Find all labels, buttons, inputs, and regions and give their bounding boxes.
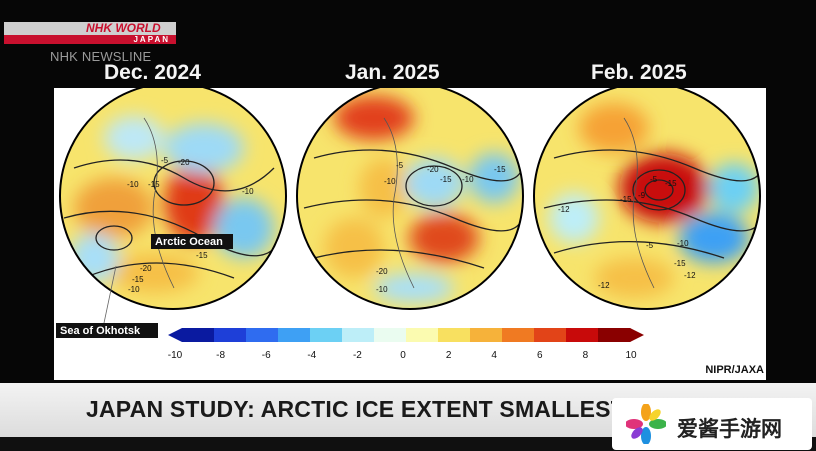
- colorbar-segment: [246, 328, 279, 342]
- colorbar-segment: [182, 328, 215, 342]
- contour-label: -20: [140, 264, 152, 273]
- okhotsk-label-bg: [56, 323, 158, 338]
- contour-label: -15: [440, 175, 452, 184]
- okhotsk-leader: [103, 265, 117, 324]
- maps-figure: -5 -20 -10 -15 -10 -15 -20 -15 -10 -5 -1…: [56, 88, 761, 361]
- colorbar-segment: [566, 328, 599, 342]
- colorbar-segment: [374, 328, 407, 342]
- contour-label: -9: [638, 191, 646, 200]
- map-title-dec: Dec. 2024: [104, 61, 201, 84]
- contour-label: -10: [376, 285, 388, 294]
- contour-label: -15: [494, 165, 506, 174]
- colorbar-tick-label: 2: [446, 350, 452, 361]
- colorbar-tick-label: 4: [491, 350, 497, 361]
- contour-label: -10: [128, 285, 140, 294]
- colorbar-segment: [214, 328, 247, 342]
- logo-top-text: NHK WORLD: [4, 22, 176, 35]
- contour-label: -15: [665, 179, 677, 188]
- colorbar-segment: [278, 328, 311, 342]
- contour-label: -20: [376, 267, 388, 276]
- contour-label: -5: [161, 156, 169, 165]
- contour-label: -10: [242, 187, 254, 196]
- contour-label: -15: [132, 275, 144, 284]
- contour-labels: -5 -20 -10 -15 -10 -15 -20 -15 -10 -5 -1…: [127, 156, 696, 294]
- map-feb-2025: [534, 88, 760, 309]
- contour-label: -10: [462, 175, 474, 184]
- colorbar-segment: [438, 328, 471, 342]
- map-dec-border: [59, 88, 287, 310]
- contour-label: -5: [396, 161, 404, 170]
- contour-label: -15: [196, 251, 208, 260]
- broadcaster-logo: NHK WORLD JAPAN: [0, 0, 176, 46]
- map-feb-border: [533, 88, 761, 310]
- map-title-feb: Feb. 2025: [591, 61, 687, 84]
- arctic-label-bg: [151, 234, 233, 249]
- colorbar-segment: [598, 328, 631, 342]
- contour-label: -15: [674, 259, 686, 268]
- colorbar-left-arrow: [168, 328, 182, 342]
- contour-label: -10: [384, 177, 396, 186]
- okhotsk-label: Sea of Okhotsk: [60, 325, 141, 337]
- colorbar-tick-label: -2: [353, 350, 362, 361]
- colorbar-tick-label: -8: [216, 350, 225, 361]
- colorbar-tick-label: 6: [537, 350, 543, 361]
- contour-label: -10: [677, 239, 689, 248]
- image-credit: NIPR/JAXA: [705, 364, 764, 376]
- colorbar-tick-label: -4: [307, 350, 316, 361]
- contour-label: -20: [427, 165, 439, 174]
- map-jan-border: [296, 88, 524, 310]
- arctic-ocean-label: Arctic Ocean: [155, 236, 223, 248]
- colorbar-tick-label: 0: [400, 350, 406, 361]
- contour-label: -15: [620, 195, 632, 204]
- colorbar-tick-label: 8: [583, 350, 589, 361]
- contour-label: -12: [558, 205, 570, 214]
- colorbar-ticks: -10 -8 -6 -4 -2 0 2 4 6 8 10: [168, 350, 637, 361]
- colorbar-segment: [534, 328, 567, 342]
- program-name: NHK NEWSLINE: [50, 49, 152, 64]
- map-title-jan: Jan. 2025: [345, 61, 440, 84]
- contour-label: -5: [650, 175, 658, 184]
- contour-label: -20: [178, 158, 190, 167]
- watermark-text: 爱酱手游网: [677, 418, 782, 441]
- colorbar: [168, 328, 644, 342]
- colorbar-segment: [342, 328, 375, 342]
- colorbar-tick-label: -10: [168, 350, 183, 361]
- contour-label: -15: [148, 180, 160, 189]
- flower-icon: [626, 404, 666, 444]
- colorbar-segment: [470, 328, 503, 342]
- colorbar-segment: [406, 328, 439, 342]
- contour-label: -10: [127, 180, 139, 189]
- contour-label: -12: [684, 271, 696, 280]
- watermark-badge: [612, 398, 812, 450]
- colorbar-right-arrow: [630, 328, 644, 342]
- colorbar-tick-label: 10: [625, 350, 637, 361]
- logo-bottom-text: JAPAN: [4, 35, 176, 44]
- colorbar-segment: [310, 328, 343, 342]
- map-jan-2025: [297, 88, 523, 309]
- contour-label: -12: [598, 281, 610, 290]
- colorbar-segment: [502, 328, 535, 342]
- contour-label: -5: [646, 241, 654, 250]
- colorbar-tick-label: -6: [262, 350, 271, 361]
